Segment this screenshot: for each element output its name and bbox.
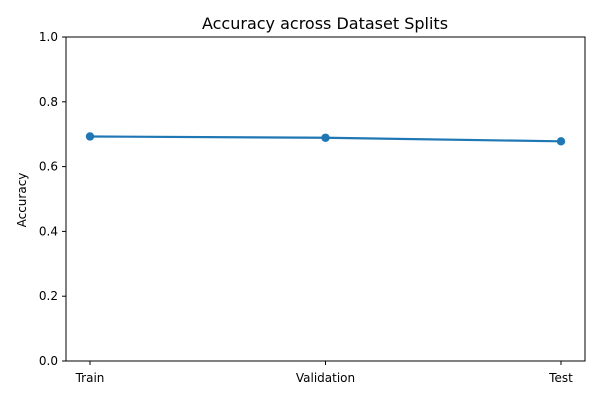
y-tick-label: 0.2 bbox=[39, 289, 58, 303]
series-layer bbox=[85, 132, 566, 146]
x-axis: Train Validation Test bbox=[75, 361, 573, 385]
y-tick-label: 0.8 bbox=[39, 95, 58, 109]
x-tick-label: Test bbox=[548, 371, 573, 385]
plot-frame bbox=[65, 36, 586, 362]
y-tick-label: 0.6 bbox=[39, 160, 58, 174]
y-axis: 0.0 0.2 0.4 0.6 0.8 1.0 bbox=[39, 30, 66, 368]
y-axis-label: Accuracy bbox=[15, 173, 29, 228]
data-point bbox=[85, 132, 95, 141]
chart-title: Accuracy across Dataset Splits bbox=[202, 14, 448, 33]
y-tick-label: 0.0 bbox=[39, 354, 58, 368]
y-tick-label: 0.4 bbox=[39, 224, 58, 238]
x-tick-label: Validation bbox=[296, 371, 355, 385]
data-point bbox=[556, 137, 566, 146]
data-point bbox=[321, 133, 330, 142]
x-tick-label: Train bbox=[75, 371, 105, 385]
y-tick-label: 1.0 bbox=[39, 30, 58, 44]
